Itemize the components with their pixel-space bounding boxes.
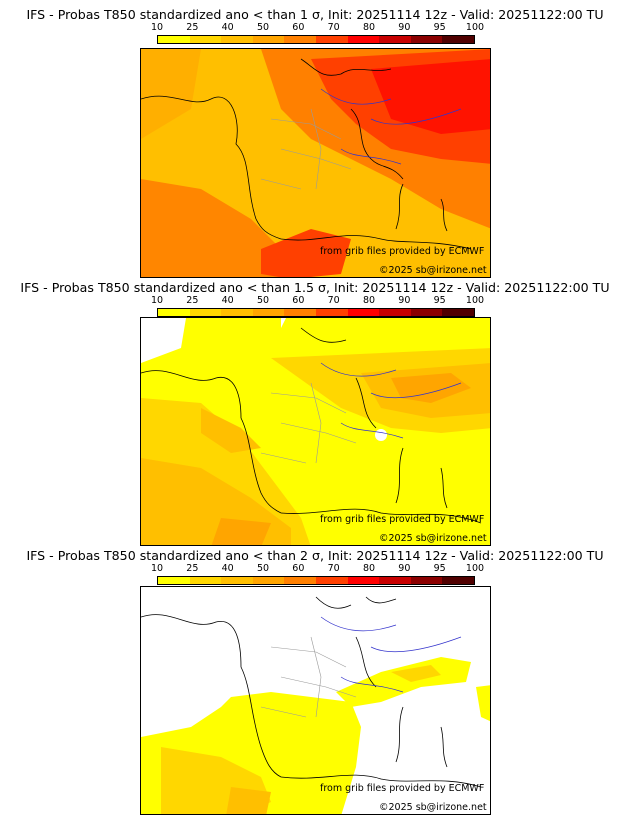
legend-swatch	[442, 577, 474, 584]
legend-swatch	[315, 577, 348, 584]
legend-colorbar	[157, 35, 475, 44]
legend-swatch	[158, 577, 190, 584]
panel-1-title: IFS - Probas T850 standardized ano < tha…	[26, 7, 604, 22]
legend-tick-label: 25	[186, 563, 199, 574]
panel-1-copyright: ©2025 sb@irizone.net	[379, 265, 487, 276]
legend-tick-label: 40	[221, 563, 234, 574]
legend-swatch	[189, 36, 222, 43]
panel-2-legend: 10 25 40 50 60 70 80 90 95 100	[151, 295, 484, 322]
legend-tick-label: 50	[256, 563, 270, 574]
legend-swatch	[347, 577, 380, 584]
panel-2-copyright: ©2025 sb@irizone.net	[379, 533, 487, 544]
legend-tick-label: 10	[150, 22, 164, 33]
legend-swatch	[284, 36, 316, 43]
legend-swatch	[284, 577, 316, 584]
legend-tick-label: 100	[465, 295, 485, 306]
legend-swatch	[442, 36, 474, 43]
legend-swatch	[221, 309, 253, 316]
panel-3-title: IFS - Probas T850 standardized ano < tha…	[26, 548, 604, 563]
legend-tick-label: 70	[327, 295, 340, 306]
legend-tick-label: 90	[398, 563, 411, 574]
legend-swatch	[379, 577, 411, 584]
legend-swatch	[189, 309, 222, 316]
legend-tick-label: 60	[292, 22, 305, 33]
legend-tick-label: 40	[221, 22, 234, 33]
legend-swatch	[315, 36, 348, 43]
legend-swatch	[221, 577, 253, 584]
legend-tick-label: 60	[292, 295, 305, 306]
legend-tick-label: 25	[186, 295, 199, 306]
legend-tick-label: 10	[150, 563, 164, 574]
legend-tick-label: 100	[465, 22, 485, 33]
legend-tick-label: 50	[256, 22, 270, 33]
legend-swatch	[158, 36, 190, 43]
legend-swatch	[347, 309, 380, 316]
panel-2-map	[140, 317, 491, 546]
legend-tick-label: 90	[398, 22, 411, 33]
legend-tick-label: 25	[186, 22, 199, 33]
legend-tick-label: 10	[150, 295, 164, 306]
legend-swatch	[347, 36, 380, 43]
panel-3: IFS - Probas T850 standardized ano < tha…	[0, 548, 630, 820]
legend-swatch	[284, 309, 316, 316]
legend-swatch	[410, 577, 443, 584]
panel-3-source-credit: from grib files provided by ECMWF	[320, 783, 485, 794]
legend-swatch	[379, 309, 411, 316]
legend-swatch	[410, 36, 443, 43]
legend-swatch	[189, 577, 222, 584]
panel-3-map	[140, 586, 491, 815]
legend-tick-label: 70	[327, 563, 340, 574]
legend-tick-label: 80	[362, 295, 376, 306]
legend-tick-label: 95	[433, 295, 446, 306]
legend-tick-label: 80	[362, 22, 376, 33]
panel-3-copyright: ©2025 sb@irizone.net	[379, 802, 487, 813]
legend-swatch	[252, 577, 285, 584]
legend-colorbar	[157, 576, 475, 585]
panel-2-title: IFS - Probas T850 standardized ano < tha…	[20, 280, 610, 295]
legend-tick-label: 100	[465, 563, 485, 574]
legend-tick-label: 95	[433, 22, 446, 33]
legend-swatch	[221, 36, 253, 43]
panel-1-legend: 10 25 40 50 60 70 80 90 95 100	[151, 22, 484, 49]
legend-tick-label: 70	[327, 22, 340, 33]
legend-tick-label: 80	[362, 563, 376, 574]
legend-tick-label: 60	[292, 563, 305, 574]
panel-2-source-credit: from grib files provided by ECMWF	[320, 514, 485, 525]
legend-swatch	[158, 309, 190, 316]
panel-1-source-credit: from grib files provided by ECMWF	[320, 246, 485, 257]
panel-1: IFS - Probas T850 standardized ano < tha…	[0, 7, 630, 279]
legend-tick-label: 50	[256, 295, 270, 306]
legend-swatch	[379, 36, 411, 43]
panel-3-legend: 10 25 40 50 60 70 80 90 95 100	[151, 563, 484, 590]
legend-tick-label: 95	[433, 563, 446, 574]
legend-swatch	[252, 309, 285, 316]
legend-swatch	[410, 309, 443, 316]
panel-1-map	[140, 48, 491, 278]
legend-colorbar	[157, 308, 475, 317]
panel-2: IFS - Probas T850 standardized ano < tha…	[0, 280, 630, 552]
legend-swatch	[442, 309, 474, 316]
legend-tick-label: 90	[398, 295, 411, 306]
legend-swatch	[252, 36, 285, 43]
legend-tick-label: 40	[221, 295, 234, 306]
legend-swatch	[315, 309, 348, 316]
